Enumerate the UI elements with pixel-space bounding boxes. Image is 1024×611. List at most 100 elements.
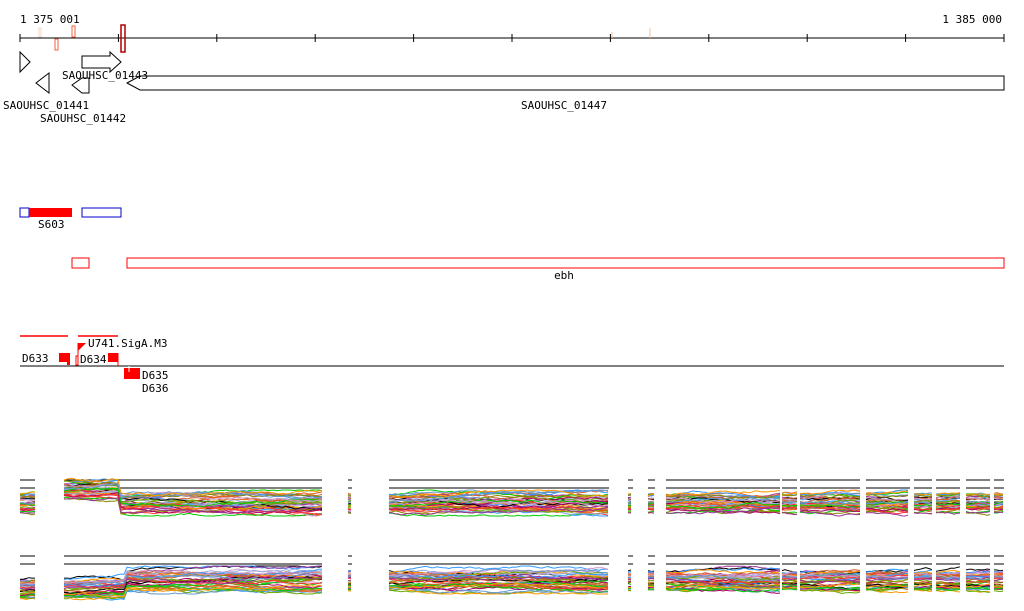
expression-line xyxy=(935,569,961,574)
expression-line xyxy=(388,583,609,590)
expression-line xyxy=(993,576,1004,579)
expression-line xyxy=(665,507,781,515)
expression-line xyxy=(63,483,323,499)
expression-line xyxy=(913,508,933,511)
transcript-label: D635 xyxy=(142,369,169,382)
expression-line xyxy=(935,577,961,581)
expression-line xyxy=(63,479,323,499)
expression-line xyxy=(965,577,991,583)
expression-line xyxy=(799,588,861,592)
expression-line xyxy=(647,581,655,584)
expression-line xyxy=(63,496,323,517)
expression-line xyxy=(993,507,1004,510)
expression-line xyxy=(647,570,655,573)
expression-line xyxy=(19,592,36,595)
expression-line xyxy=(799,494,861,499)
marker[interactable] xyxy=(38,27,42,38)
expression-line xyxy=(665,576,781,585)
expression-line xyxy=(935,581,961,585)
expression-line xyxy=(781,587,798,589)
expression-line xyxy=(866,512,909,517)
expression-line xyxy=(799,586,861,590)
expression-line xyxy=(799,572,861,578)
expression-line xyxy=(19,498,36,502)
expression-line xyxy=(347,499,352,502)
expression-line xyxy=(993,497,1004,499)
expression-line xyxy=(665,584,781,590)
expression-line xyxy=(993,501,1004,504)
expression-line xyxy=(913,571,933,575)
gene-SAOUHSC_01442[interactable] xyxy=(35,71,50,95)
expression-line xyxy=(935,495,961,499)
expression-line xyxy=(19,586,36,589)
expression-line xyxy=(388,576,609,582)
expression-line xyxy=(647,576,655,578)
feature-box-ebh[interactable] xyxy=(126,257,1005,269)
expression-line xyxy=(935,497,961,502)
flag-icon xyxy=(78,343,86,351)
expression-line xyxy=(63,584,323,598)
gene-SAOUHSC_01447[interactable] xyxy=(125,75,1005,91)
expression-line xyxy=(347,498,352,500)
expression-line xyxy=(347,504,352,507)
gene-small-arrow[interactable] xyxy=(71,77,90,94)
expression-line xyxy=(799,583,861,589)
expression-line xyxy=(913,512,933,515)
feature-box[interactable] xyxy=(71,257,90,269)
expression-line xyxy=(935,503,961,506)
expression-line xyxy=(993,574,1004,577)
expression-line xyxy=(781,497,798,500)
expression-line xyxy=(865,493,909,497)
expression-line xyxy=(993,578,1003,582)
expression-line xyxy=(347,497,352,499)
expression-line xyxy=(866,583,909,589)
gene-label: SAOUHSC_01443 xyxy=(62,69,148,82)
expression-line xyxy=(935,507,961,511)
feature-box[interactable] xyxy=(81,207,122,218)
expression-line xyxy=(935,493,961,497)
expression-line xyxy=(913,569,933,574)
feature-box-S603[interactable] xyxy=(29,208,72,217)
expression-line xyxy=(781,580,798,584)
transcript-D633[interactable] xyxy=(59,353,69,362)
transcript-D635[interactable] xyxy=(124,368,140,379)
marker[interactable] xyxy=(54,38,59,51)
expression-line xyxy=(993,583,1004,586)
marker[interactable] xyxy=(120,24,126,53)
expression-line xyxy=(665,506,781,515)
coordinate-axis: 1 375 001 1 385 000 xyxy=(19,13,1005,53)
expression-line xyxy=(19,582,36,585)
expression-line xyxy=(993,581,1004,584)
feature-box[interactable] xyxy=(19,207,30,218)
expression-line xyxy=(799,507,861,511)
expression-line xyxy=(19,507,36,511)
expression-line xyxy=(647,582,655,585)
expression-line xyxy=(665,490,780,496)
expression-line xyxy=(781,587,798,591)
expression-line xyxy=(993,587,1004,590)
expression-line xyxy=(627,583,632,585)
expression-line xyxy=(781,511,798,516)
gene-SAOUHSC_01441[interactable] xyxy=(19,50,31,74)
axis-end-label: 1 385 000 xyxy=(942,13,1002,26)
expression-line xyxy=(388,565,609,574)
expression-line xyxy=(627,499,632,502)
expression-line xyxy=(799,489,861,495)
expression-line xyxy=(799,504,861,508)
expression-line xyxy=(965,587,991,591)
expression-line xyxy=(799,491,861,497)
transcript-D634[interactable] xyxy=(108,353,118,362)
feature-track-s603: S603 xyxy=(19,207,122,231)
expression-line xyxy=(388,506,609,516)
expression-track-1 xyxy=(19,477,1004,517)
expression-line xyxy=(913,574,933,578)
expression-line xyxy=(781,577,798,580)
expression-line xyxy=(665,504,781,510)
marker[interactable] xyxy=(71,25,76,38)
gene-label: SAOUHSC_01441 xyxy=(3,99,89,112)
expression-line xyxy=(388,588,608,595)
gene-SAOUHSC_01443[interactable] xyxy=(81,50,122,74)
expression-line xyxy=(19,587,36,590)
expression-line xyxy=(993,498,1003,500)
